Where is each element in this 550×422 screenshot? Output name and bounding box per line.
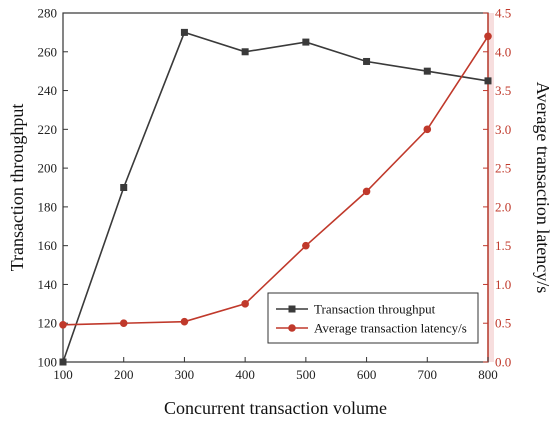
series-2-point <box>484 32 492 41</box>
series-1-point <box>302 38 310 46</box>
series-line-1 <box>62 31 489 363</box>
x-tick-label: 300 <box>175 367 195 382</box>
series-2-point <box>302 241 310 250</box>
series-1-point <box>180 28 188 36</box>
y-left-tick-label: 280 <box>38 6 58 21</box>
y-right-tick-label: 2.0 <box>495 199 511 214</box>
series-2-point <box>241 300 249 308</box>
y-left-tick-label: 200 <box>38 161 58 176</box>
x-axis-title: Concurrent transaction volume <box>164 398 387 418</box>
legend-label-2: Average transaction latency/s <box>314 321 467 336</box>
series-1-point <box>423 67 431 75</box>
legend-marker-1 <box>288 305 296 313</box>
series-2-point <box>59 320 67 329</box>
y-left-tick-label: 160 <box>38 238 58 253</box>
y-left-tick-label: 260 <box>38 44 58 59</box>
legend-box <box>267 292 479 344</box>
y-left-tick-label: 220 <box>38 122 58 137</box>
series-1-point <box>59 358 67 366</box>
x-tick-label: 100 <box>53 367 73 382</box>
y-right-tick-label: 0.0 <box>495 355 511 370</box>
y-left-tick-label: 120 <box>38 316 58 331</box>
series-1-point <box>363 57 371 65</box>
y-right-tick-label: 4.5 <box>495 6 511 21</box>
series-2-point <box>119 319 128 328</box>
series-2-point <box>362 187 371 196</box>
y-right-tick-label: 4.0 <box>495 44 511 59</box>
x-tick-label: 500 <box>296 367 316 382</box>
right-axis-band <box>488 13 494 362</box>
y-right-tick-label: 1.0 <box>495 277 511 292</box>
y-left-tick-label: 180 <box>38 199 58 214</box>
x-tick-label: 700 <box>418 367 438 382</box>
y-left-axis-title: Transaction throughput <box>7 104 27 272</box>
series-2-point <box>423 125 432 134</box>
y-left-tick-label: 140 <box>38 277 58 292</box>
x-tick-label: 200 <box>114 367 134 382</box>
x-tick-label: 800 <box>478 367 498 382</box>
series-1-point <box>120 184 128 191</box>
y-right-tick-label: 3.5 <box>495 83 511 98</box>
y-right-axis-title: Average transaction latency/s <box>533 82 550 294</box>
x-tick-label: 600 <box>357 367 377 382</box>
y-right-tick-label: 0.5 <box>495 316 511 331</box>
series-1-point <box>484 77 492 85</box>
legend-marker-2 <box>288 324 296 332</box>
series-1-point <box>241 48 249 56</box>
y-right-tick-label: 2.5 <box>495 161 511 176</box>
series-2-point <box>180 317 189 326</box>
x-tick-label: 400 <box>235 367 255 382</box>
y-left-tick-label: 240 <box>38 83 58 98</box>
legend-label-1: Transaction throughput <box>314 302 436 317</box>
y-right-tick-label: 1.5 <box>495 238 511 253</box>
y-left-tick-label: 100 <box>38 355 58 370</box>
series-line-2 <box>62 35 489 326</box>
y-right-tick-label: 3.0 <box>495 122 511 137</box>
